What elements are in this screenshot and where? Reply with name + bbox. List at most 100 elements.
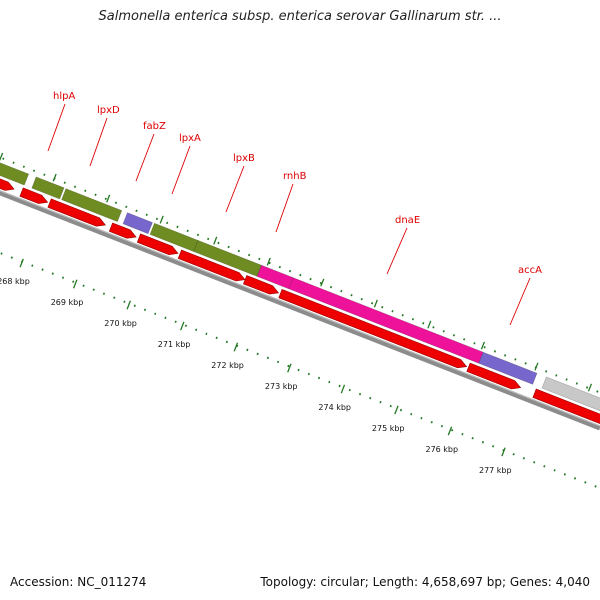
- scale-label: 273 kbp: [265, 382, 298, 391]
- scale-tick: [10, 256, 13, 259]
- scale-tick: [350, 293, 353, 297]
- scale-tick: [276, 360, 280, 364]
- scale-tick: [461, 432, 464, 436]
- scale-tick: [287, 364, 290, 368]
- cds-arrow[interactable]: [0, 169, 15, 191]
- scale-tick: [451, 428, 454, 432]
- scale-tick: [258, 257, 261, 261]
- scale-tick: [348, 388, 351, 392]
- scale-label: 275 kbp: [372, 424, 405, 433]
- scale-major-tick: [534, 362, 539, 371]
- scale-major-tick: [19, 258, 24, 268]
- gene-label-dnaE[interactable]: dnaE: [395, 215, 420, 226]
- scale-tick: [125, 205, 128, 209]
- scale-tick: [432, 326, 435, 329]
- scale-tick: [512, 453, 515, 456]
- scale-tick: [504, 354, 507, 357]
- scale-tick: [288, 269, 292, 273]
- scale-tick: [328, 380, 331, 384]
- scale-label: 277 kbp: [479, 466, 512, 475]
- cds-arrow[interactable]: [136, 233, 179, 256]
- scale-major-tick: [106, 194, 111, 203]
- cds-arrow[interactable]: [532, 388, 600, 441]
- scale-label: 269 kbp: [51, 298, 84, 307]
- gene-label-accA[interactable]: accA: [518, 265, 542, 276]
- scale-tick: [442, 330, 445, 333]
- gene-feature-lavender[interactable]: [478, 351, 538, 385]
- scale-label: 268 kbp: [0, 277, 30, 286]
- scale-major-tick: [213, 236, 218, 245]
- scale-tick: [471, 436, 474, 440]
- scale-tick: [123, 300, 126, 303]
- scale-tick: [524, 362, 527, 365]
- scale-tick: [379, 400, 382, 404]
- scale-major-tick: [394, 405, 399, 415]
- gene-feature-magenta[interactable]: [288, 277, 484, 364]
- cds-arrow[interactable]: [243, 275, 280, 295]
- gene-label-rnhB[interactable]: rnhB: [283, 171, 307, 182]
- gene-feature-grey[interactable]: [541, 376, 600, 433]
- scale-label: 270 kbp: [104, 319, 137, 328]
- scale-major-tick: [587, 383, 593, 392]
- accession-text: Accession: NC_011274: [10, 575, 147, 589]
- scale-tick: [135, 209, 138, 213]
- scale-tick: [166, 221, 169, 225]
- scale-tick: [104, 197, 107, 201]
- scale-tick: [215, 336, 218, 340]
- scale-tick: [145, 213, 148, 217]
- scale-tick: [545, 370, 548, 373]
- gene-label-leader: [225, 165, 245, 213]
- scale-tick: [72, 280, 75, 283]
- scale-major-tick: [233, 342, 239, 352]
- cds-arrow[interactable]: [278, 289, 468, 369]
- cds-arrow[interactable]: [19, 187, 49, 204]
- map-title: Salmonella enterica subsp. enterica sero…: [98, 9, 502, 24]
- scale-tick: [61, 276, 65, 279]
- scale-tick: [481, 441, 485, 444]
- scale-tick: [73, 185, 77, 188]
- scale-tick: [483, 346, 486, 349]
- scale-tick: [389, 404, 392, 408]
- cds-arrow[interactable]: [108, 222, 137, 239]
- gene-label-lpxD[interactable]: lpxD: [97, 105, 120, 116]
- scale-tick: [563, 473, 566, 476]
- scale-major-tick: [0, 152, 4, 161]
- gene-label-leader: [135, 133, 155, 182]
- scale-tick: [237, 249, 240, 253]
- scale-tick: [492, 445, 495, 448]
- scale-tick: [596, 390, 599, 393]
- scale-tick: [329, 285, 333, 289]
- cds-arrow[interactable]: [47, 198, 106, 227]
- gene-label-leader: [275, 183, 294, 233]
- scale-tick: [63, 181, 66, 184]
- gene-label-fabZ[interactable]: fabZ: [143, 121, 166, 132]
- gene-label-lpxA[interactable]: lpxA: [179, 133, 201, 144]
- gene-label-lpxB[interactable]: lpxB: [233, 153, 255, 164]
- scale-tick: [225, 340, 228, 344]
- scale-major-tick: [427, 320, 432, 329]
- scale-major-tick: [52, 173, 57, 182]
- scale-tick: [299, 273, 302, 277]
- genome-summary: Topology: circular; Length: 4,658,697 bp…: [260, 575, 590, 589]
- scale-tick: [207, 237, 210, 241]
- scale-major-tick: [447, 426, 453, 436]
- scale-tick: [184, 324, 188, 328]
- scale-tick: [155, 217, 159, 221]
- scale-label: 274 kbp: [318, 403, 351, 412]
- scale-major-tick: [373, 299, 378, 308]
- scale-major-tick: [72, 279, 78, 289]
- gene-label-hlpA[interactable]: hlpA: [53, 91, 75, 102]
- gene-feature-olive[interactable]: [0, 155, 30, 186]
- cds-arrow[interactable]: [177, 249, 246, 282]
- cds-arrow[interactable]: [466, 362, 522, 390]
- scale-tick: [266, 356, 269, 360]
- scale-tick: [113, 296, 116, 299]
- gene-feature-olive[interactable]: [31, 176, 65, 200]
- scale-tick: [248, 253, 251, 257]
- gene-feature-olive[interactable]: [61, 188, 123, 222]
- scale-major-tick: [320, 278, 325, 287]
- scale-tick: [143, 308, 147, 312]
- gene-feature-lavender[interactable]: [122, 212, 153, 235]
- scale-tick: [360, 297, 363, 301]
